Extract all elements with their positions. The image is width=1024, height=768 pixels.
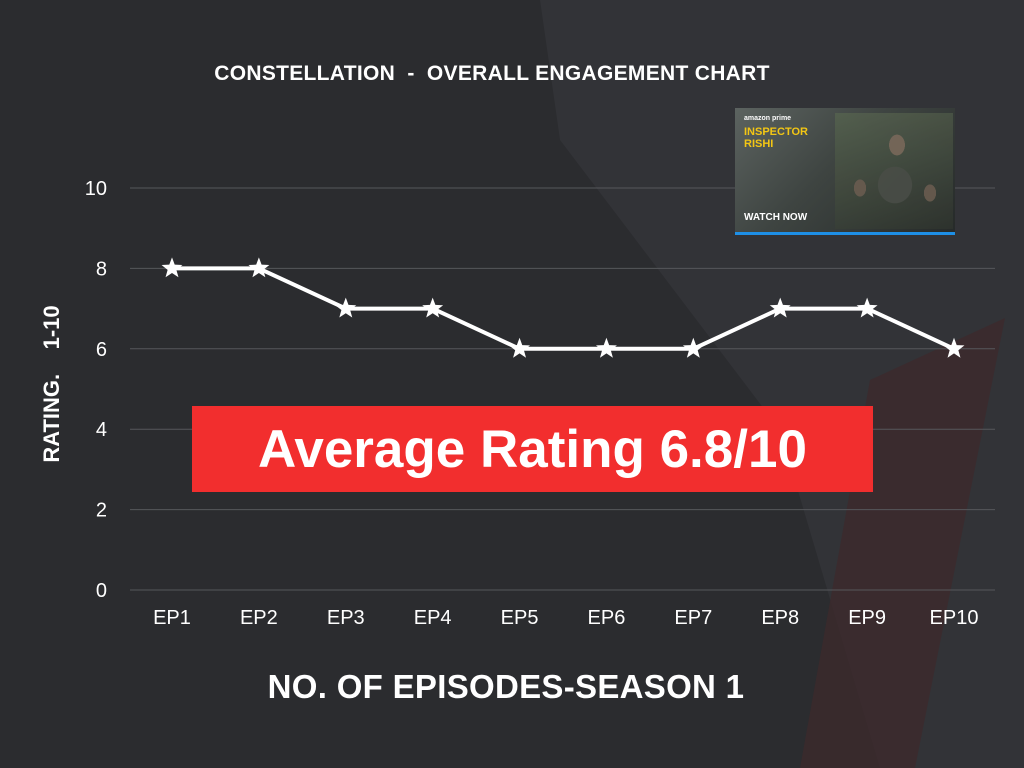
x-tick-label: EP1: [153, 607, 191, 629]
chart-title: CONSTELLATION - OVERALL ENGAGEMENT CHART: [214, 62, 770, 85]
data-point-star: [769, 297, 791, 318]
x-axis-label: NO. OF EPISODES-SEASON 1: [267, 668, 745, 705]
marker-layer: [161, 257, 965, 358]
promo-banner[interactable]: amazon prime INSPECTOR RISHI WATCH NOW: [735, 108, 955, 235]
x-tick-label: EP9: [848, 607, 886, 629]
y-tick-label: 10: [85, 178, 107, 200]
x-tick-label: EP6: [588, 607, 626, 629]
data-point-star: [682, 337, 704, 358]
x-tick-label: EP10: [930, 607, 979, 629]
bg-red-shape: [800, 318, 1005, 768]
data-point-star: [856, 297, 878, 318]
y-tick-label: 0: [96, 580, 107, 602]
data-point-star: [595, 337, 617, 358]
data-point-star: [509, 337, 531, 358]
x-tick-label: EP5: [501, 607, 539, 629]
data-point-star: [422, 297, 444, 318]
series-line: [170, 266, 956, 351]
series-layer: [170, 266, 956, 351]
x-tick-label: EP3: [327, 607, 365, 629]
x-tick-label: EP7: [674, 607, 712, 629]
promo-show-title: INSPECTOR RISHI: [744, 126, 808, 150]
promo-poster-art: [835, 113, 953, 229]
y-tick-label: 4: [96, 419, 107, 441]
y-tick-label: 6: [96, 339, 107, 361]
grid-lines: [130, 187, 995, 591]
x-tick-label: EP2: [240, 607, 278, 629]
data-point-star: [335, 297, 357, 318]
promo-watch-now-button[interactable]: WATCH NOW: [744, 212, 808, 223]
x-tick-labels: EP1 EP2 EP3 EP4 EP5 EP6 EP7 EP8 EP9 EP10: [153, 607, 978, 629]
y-tick-label: 8: [96, 258, 107, 280]
promo-brand-logo: amazon prime: [744, 115, 792, 122]
x-tick-label: EP4: [414, 607, 452, 629]
average-rating-callout: Average Rating 6.8/10: [192, 406, 873, 492]
y-tick-labels: 0 2 4 6 8 10: [85, 178, 107, 602]
data-point-star: [248, 257, 270, 278]
data-point-star: [161, 257, 183, 278]
data-point-star: [943, 337, 965, 358]
x-tick-label: EP8: [761, 607, 799, 629]
y-tick-label: 2: [96, 500, 107, 522]
